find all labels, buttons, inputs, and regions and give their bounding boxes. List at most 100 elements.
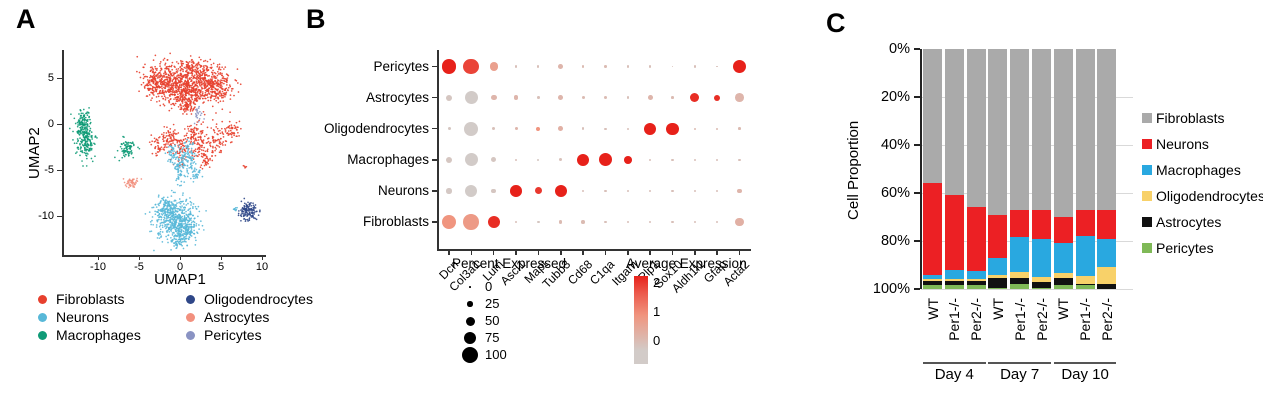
dotplot-row-label: Fibroblasts <box>362 214 429 229</box>
percent-legend-value: 50 <box>485 313 500 328</box>
expression-colorbar-tick-label: 0 <box>653 333 661 348</box>
day-group-label: Day 4 <box>934 366 974 383</box>
umap-x-axis-title: UMAP1 <box>154 271 206 288</box>
proportion-bar-segment-fibroblasts <box>1010 49 1030 210</box>
dotplot-dot <box>693 189 696 192</box>
umap-y-axis-line <box>62 50 64 255</box>
dotplot-dot <box>648 189 652 193</box>
umap-legend-swatch-astrocytes <box>186 312 195 322</box>
dotplot-dot <box>666 122 679 135</box>
proportion-y-tick-label: 80% <box>880 233 910 249</box>
proportion-bar-segment-pericytes <box>988 287 1008 289</box>
dotplot-dot <box>716 158 719 161</box>
percent-legend-dot <box>469 286 471 288</box>
proportion-bar-segment-pericytes <box>966 285 986 289</box>
dotplot-gene-tick <box>515 250 517 255</box>
day-group-line <box>923 362 986 364</box>
dotplot-dot <box>648 220 652 224</box>
umap-y-tick-label: -10 <box>38 210 54 222</box>
proportion-bar-segment-macrophages <box>1097 238 1117 268</box>
proportion-bar-segment-macrophages <box>944 269 964 280</box>
umap-x-tick <box>220 255 222 260</box>
proportion-bar-segment-oligodendrocytes <box>1032 277 1051 282</box>
dotplot-dot <box>649 65 652 68</box>
percent-legend-dot <box>465 316 475 326</box>
dotplot-dot <box>441 59 457 74</box>
dotplot-dot <box>716 220 719 224</box>
expression-colorbar-tick-label: 2 <box>653 275 661 290</box>
dotplot-dot <box>446 94 452 101</box>
proportion-bar-segment-neurons <box>1075 209 1095 237</box>
umap-y-tick <box>57 77 62 79</box>
dotplot-dot <box>581 189 585 193</box>
percent-expressed-legend-title: Percent Expressed <box>452 256 567 271</box>
dotplot-dot <box>671 96 674 99</box>
dotplot-gene-tick <box>582 250 584 255</box>
average-expression-legend-title: Average Expression <box>626 256 747 271</box>
proportion-bar-segment-oligodendrocytes <box>944 279 964 281</box>
proportion-legend-label: Pericytes <box>1156 240 1214 256</box>
dotplot-gene-tick <box>560 250 562 255</box>
dotplot-dot <box>714 94 721 101</box>
dotplot-gene-tick <box>671 250 674 255</box>
umap-y-tick-label: 5 <box>47 72 54 84</box>
dotplot-row-tick <box>432 65 437 68</box>
proportion-bar-segment-macrophages <box>1032 238 1051 277</box>
dotplot-dot <box>737 188 742 194</box>
panel-b-label: B <box>306 4 326 34</box>
proportion-legend-label: Fibroblasts <box>1156 110 1225 126</box>
dotplot-dot <box>558 64 564 69</box>
bar-tick-label: Per2-/- <box>968 298 985 341</box>
proportion-bar-segment-neurons <box>944 195 964 270</box>
umap-legend-label: Astrocytes <box>204 309 270 325</box>
dotplot-gene-tick <box>716 250 718 255</box>
dotplot-dot <box>671 189 674 193</box>
dotplot-dot <box>693 65 696 68</box>
day-group-label: Day 7 <box>1000 366 1040 383</box>
dotplot-dot <box>514 127 518 131</box>
proportion-legend-label: Astrocytes <box>1156 214 1222 230</box>
proportion-bar-segment-astrocytes <box>988 278 1008 288</box>
dotplot-dot <box>534 187 542 195</box>
dotplot-dot <box>581 127 585 131</box>
umap-x-tick-label: -10 <box>90 261 106 273</box>
dotplot-dot <box>536 126 541 131</box>
proportion-bar-segment-astrocytes <box>1097 284 1117 289</box>
proportion-bar-segment-neurons <box>1010 209 1030 238</box>
proportion-bar-segment-neurons <box>1032 209 1051 239</box>
umap-y-tick-label: -5 <box>44 164 54 176</box>
dotplot-row-label: Macrophages <box>347 151 429 167</box>
proportion-bar-segment-fibroblasts <box>944 49 964 196</box>
proportion-bar-segment-fibroblasts <box>923 49 942 184</box>
proportion-legend-swatch-fibroblasts <box>1142 113 1152 123</box>
dotplot-dot <box>735 93 744 102</box>
proportion-gridline <box>921 288 1133 290</box>
umap-legend-swatch-neurons <box>38 312 47 322</box>
proportion-bar-segment-fibroblasts <box>1053 49 1073 217</box>
dotplot-x-axis-line <box>437 249 751 251</box>
proportion-y-tick <box>914 288 920 290</box>
umap-legend-swatch-oligodendrocytes <box>186 294 195 304</box>
umap-x-tick-label: -5 <box>134 261 144 273</box>
dotplot-dot <box>626 96 629 99</box>
dotplot-dot <box>603 96 607 100</box>
proportion-bar-segment-oligodendrocytes <box>1053 273 1073 279</box>
dotplot-row-tick <box>432 96 437 99</box>
umap-legend-label: Oligodendrocytes <box>204 291 313 307</box>
dotplot-row-tick <box>432 159 437 161</box>
dotplot-dot <box>537 65 540 68</box>
cell-proportion-y-axis-title: Cell Proportion <box>845 120 862 220</box>
proportion-legend-label: Macrophages <box>1156 162 1241 178</box>
dotplot-dot <box>581 220 585 224</box>
bar-tick-label: Per1-/- <box>946 298 963 341</box>
proportion-bar-segment-macrophages <box>1053 243 1073 274</box>
proportion-bar-segment-macrophages <box>988 257 1008 275</box>
dotplot-dot <box>738 158 741 162</box>
proportion-bar-segment-oligodendrocytes <box>1010 272 1030 279</box>
dotplot-dot <box>626 189 629 192</box>
day-group-line <box>988 362 1051 364</box>
proportion-bar-segment-astrocytes <box>944 280 964 286</box>
umap-x-tick-label: 0 <box>176 261 184 273</box>
dotplot-dot <box>623 155 632 164</box>
